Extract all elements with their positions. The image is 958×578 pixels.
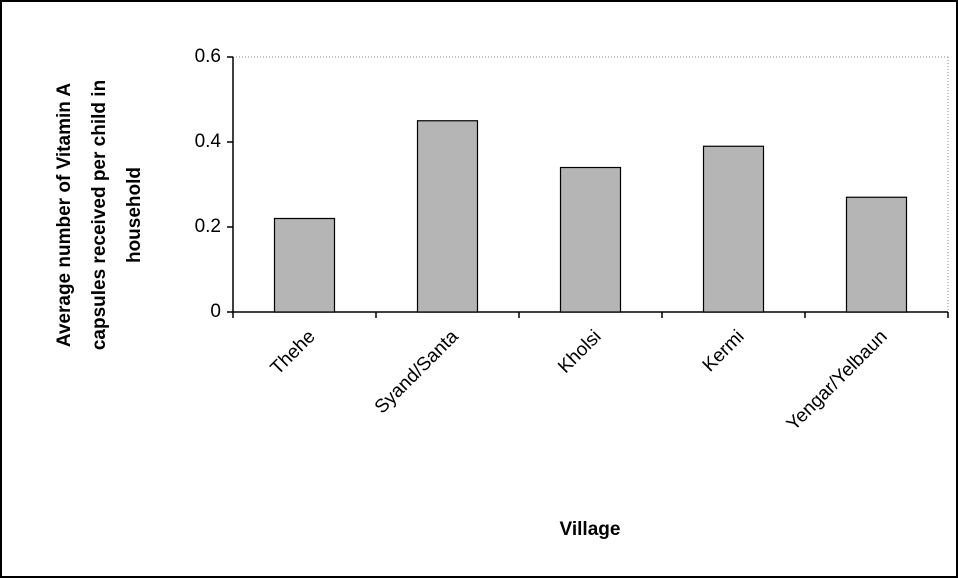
y-tick-label: 0.4 [195,131,222,152]
y-tick-label: 0.2 [195,216,221,237]
bar [559,166,622,313]
bar [416,120,479,313]
y-axis-title: Average number of Vitamin A capsules rece… [54,80,145,350]
x-tick-label: Thehe [267,326,320,379]
x-tick-label: Kholsi [554,326,605,377]
y-axis-title-line: household [124,167,145,263]
x-axis-title: Village [560,519,621,540]
x-tick-label: Kermi [699,326,749,376]
bar [702,145,765,313]
y-tick-label: 0.6 [195,46,221,67]
y-axis-title-line: Average number of Vitamin A [54,83,75,348]
x-tick-label: Syand/Santa [371,326,463,418]
x-tick-label: Yengar/Yelbaun [783,326,892,435]
bar [273,217,336,313]
y-tick-label: 0 [210,301,221,322]
y-axis-title-line: capsules received per child in [89,80,110,350]
bar [845,196,908,313]
